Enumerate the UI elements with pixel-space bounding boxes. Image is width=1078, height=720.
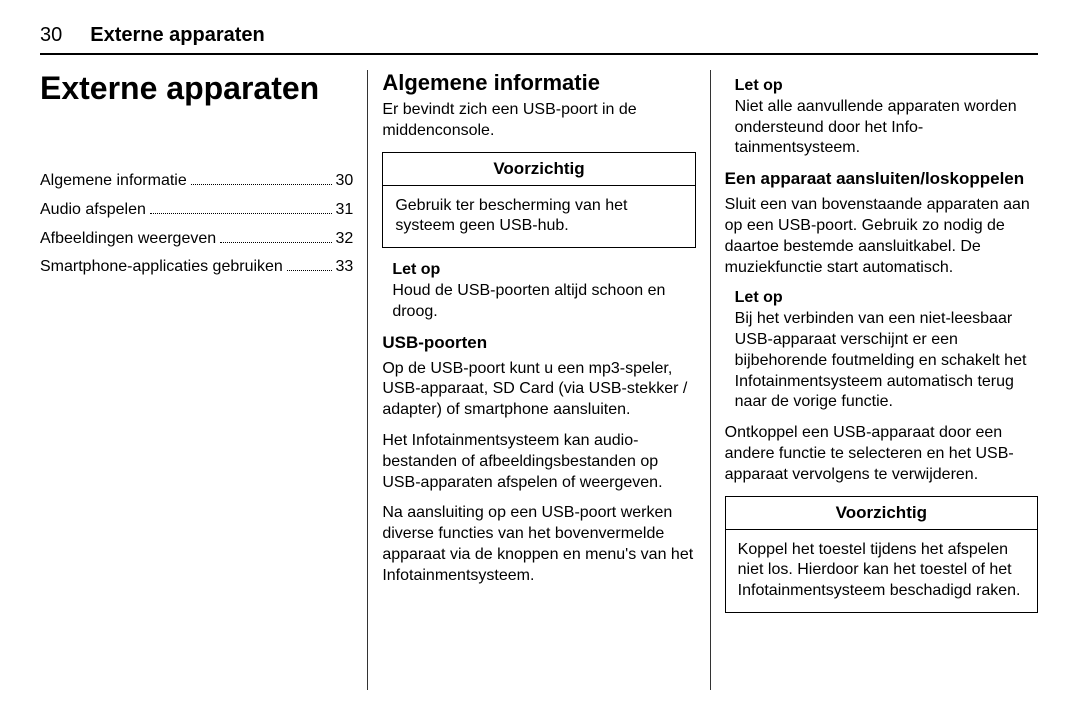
toc-leader [191,171,332,185]
column-3: Let op Niet alle aanvullende apparaten w… [711,70,1038,690]
toc-label: Afbeeldingen weergeven [40,225,216,254]
note-body: Niet alle aanvullende apparaten worden o… [735,97,1038,159]
toc-leader [150,199,332,213]
body-paragraph: Na aansluiting op een USB-poort werken d… [382,503,695,586]
toc-row: Audio afspelen 31 [40,196,353,225]
toc-page: 33 [336,253,354,282]
column-2: Algemene informatie Er bevindt zich een … [368,70,709,690]
body-paragraph: Het Infotainmentsysteem kan audio­bestan… [382,431,695,493]
toc-page: 32 [336,225,354,254]
caution-body: Koppel het toestel tijdens het afspelen … [726,530,1037,612]
toc-leader [287,257,332,271]
note-heading: Let op [735,288,1038,309]
caution-body: Gebruik ter bescherming van het systeem … [383,186,694,248]
toc-label: Audio afspelen [40,196,146,225]
toc-label: Smartphone-applicaties gebruiken [40,253,283,282]
table-of-contents: Algemene informatie 30 Audio afspelen 31… [40,167,353,282]
toc-page: 31 [336,196,354,225]
note-block: Let op Niet alle aanvullende apparaten w… [735,76,1038,159]
body-paragraph: Sluit een van bovenstaande appara­ten aa… [725,195,1038,278]
page-section-title: Externe apparaten [90,24,265,47]
body-paragraph: Op de USB-poort kunt u een mp3-speler, U… [382,359,695,421]
caution-box: Voorzichtig Koppel het toestel tijdens h… [725,496,1038,613]
content-columns: Externe apparaten Algemene informatie 30… [40,70,1038,690]
body-paragraph: Ontkoppel een USB-apparaat door een ande… [725,423,1038,485]
note-block: Let op Houd de USB-poorten altijd schoon… [392,260,695,322]
page-header: 30 Externe apparaten [40,24,1038,55]
note-heading: Let op [392,260,695,281]
toc-page: 30 [336,167,354,196]
caution-box: Voorzichtig Gebruik ter bescherming van … [382,152,695,249]
section-heading: Algemene informatie [382,70,695,96]
toc-label: Algemene informatie [40,167,187,196]
caution-heading: Voorzichtig [726,497,1037,530]
column-1: Externe apparaten Algemene informatie 30… [40,70,367,690]
note-heading: Let op [735,76,1038,97]
toc-leader [220,228,331,242]
caution-heading: Voorzichtig [383,153,694,186]
note-block: Let op Bij het verbinden van een niet-le… [735,288,1038,413]
note-body: Bij het verbinden van een niet-lees­baar… [735,309,1038,413]
toc-row: Smartphone-applicaties gebruiken 33 [40,253,353,282]
subheading-usb-poorten: USB-poorten [382,333,695,353]
page-number: 30 [40,24,62,47]
chapter-title: Externe apparaten [40,70,353,107]
subheading-aansluiten: Een apparaat aansluiten/loskoppelen [725,169,1038,189]
toc-row: Algemene informatie 30 [40,167,353,196]
note-body: Houd de USB-poorten altijd schoon en dro… [392,281,695,323]
intro-paragraph: Er bevindt zich een USB-poort in de midd… [382,100,695,142]
toc-row: Afbeeldingen weergeven 32 [40,225,353,254]
manual-page: 30 Externe apparaten Externe apparaten A… [0,0,1078,720]
